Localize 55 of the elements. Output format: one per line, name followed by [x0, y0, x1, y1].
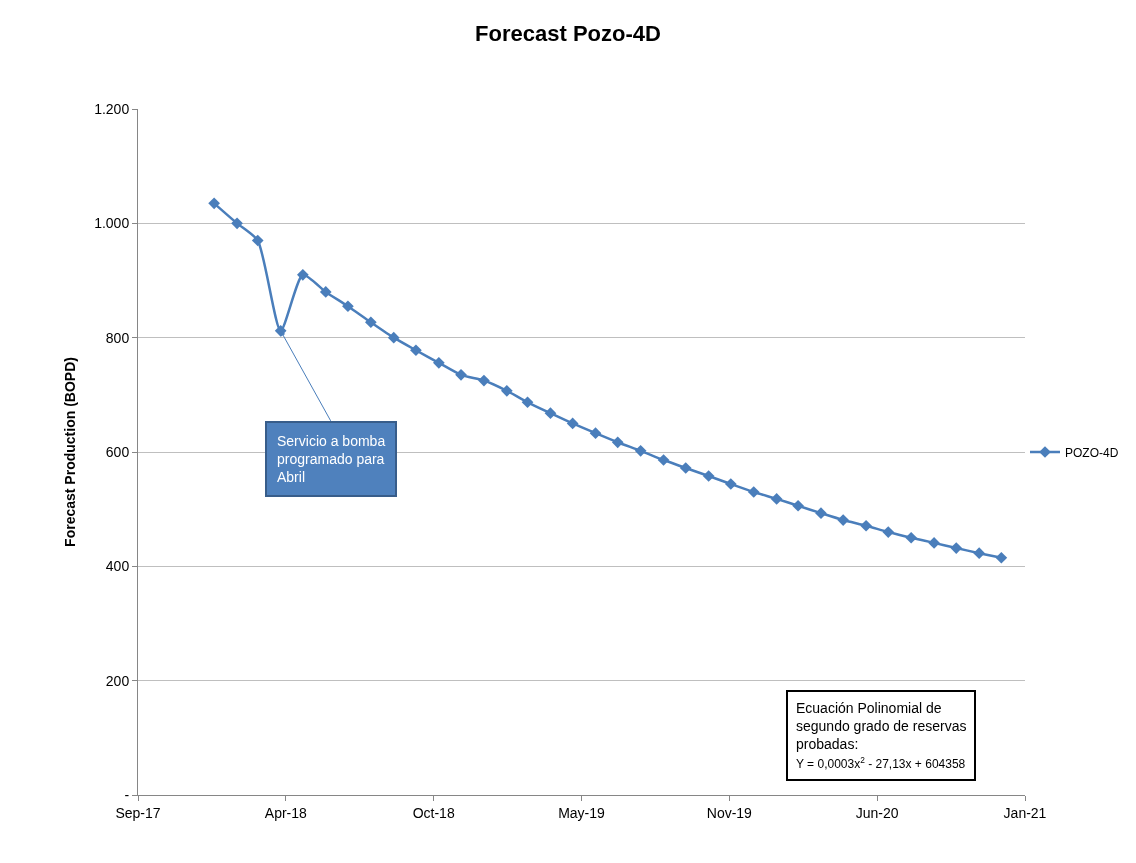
point: [521, 396, 534, 409]
point: [231, 217, 243, 230]
x-tick-label: Nov-19: [706, 804, 753, 821]
point: [455, 368, 467, 381]
point: [432, 356, 445, 369]
y-tick-label: 800: [105, 329, 130, 346]
point: [837, 514, 850, 526]
point: [973, 547, 986, 560]
point: [679, 462, 692, 474]
annotation: Y = 0,0003x$^{2}$ - 27,13x + 604358: [796, 754, 966, 771]
point: [928, 537, 940, 549]
point: [566, 417, 579, 430]
point: [724, 478, 737, 490]
point: [296, 268, 309, 281]
point: [251, 234, 264, 247]
point: [702, 470, 715, 482]
point: [544, 407, 557, 419]
point: [995, 551, 1008, 564]
annotation: Ecuación Polinomial de segundo grado de reservas probadas:: [796, 700, 967, 753]
x-tick-label: Jun-20: [855, 804, 899, 821]
point: [815, 507, 827, 520]
point: [657, 454, 670, 466]
point: [364, 316, 377, 329]
y-tick-label: 1.000: [94, 215, 130, 232]
point: [387, 331, 400, 344]
y-tick-label: 1.200: [94, 100, 130, 117]
y-tick-label: 400: [105, 558, 130, 575]
point: [319, 286, 332, 298]
x-tick-label: May-19: [558, 804, 606, 821]
point: [500, 384, 513, 397]
point: [792, 499, 804, 512]
y-axis-title: Forecast Production (BOPD): [61, 357, 78, 547]
point: [905, 531, 918, 544]
chart-title: Forecast Pozo-4D: [475, 21, 661, 47]
point: [589, 427, 602, 439]
y-tick-label: 200: [105, 672, 130, 689]
point: [634, 445, 647, 457]
point: [611, 436, 624, 449]
point: [770, 493, 783, 505]
x-tick-label: Oct-18: [412, 804, 455, 821]
point: [882, 526, 895, 538]
x-tick-label: Sep-17: [115, 804, 161, 821]
point: [747, 486, 760, 498]
point: [410, 344, 422, 357]
x-tick-label: Jan-21: [1003, 804, 1047, 821]
point: [478, 374, 490, 387]
x-tick-label: Apr-18: [264, 804, 308, 821]
y-tick-label: -: [124, 786, 130, 803]
legend-label: POZO-4D: [1065, 445, 1119, 460]
point: [860, 519, 872, 532]
y-tick-label: 600: [105, 443, 130, 460]
point: [342, 300, 354, 313]
annotation: Servicio a bomba programado para Abril: [277, 433, 386, 486]
point: [950, 542, 963, 554]
point: [208, 197, 220, 210]
